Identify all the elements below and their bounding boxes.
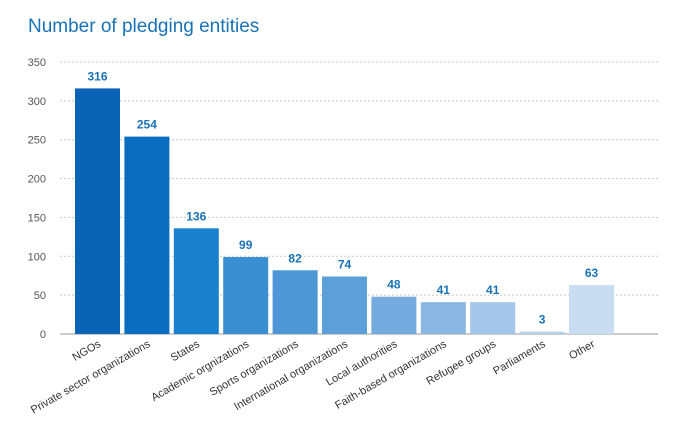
bar — [124, 136, 170, 334]
y-tick-label: 150 — [28, 212, 46, 224]
chart-title: Number of pledging entities — [28, 16, 260, 37]
bar — [272, 270, 318, 334]
bar — [470, 302, 516, 334]
data-label: 316 — [87, 69, 107, 83]
data-label: 3 — [539, 313, 546, 327]
bar — [223, 257, 269, 334]
y-tick-label: 200 — [28, 174, 46, 186]
bar — [75, 88, 120, 335]
y-tick-label: 250 — [28, 135, 46, 147]
x-tick-label: Parliaments — [491, 338, 548, 378]
data-label: 41 — [437, 283, 451, 297]
data-label: 82 — [288, 251, 302, 265]
data-label: 254 — [137, 118, 157, 132]
bar — [322, 276, 367, 334]
x-tick-label: States — [169, 338, 202, 364]
data-label: 63 — [585, 266, 599, 280]
data-label: 136 — [186, 209, 206, 223]
data-label: 99 — [239, 238, 253, 252]
y-tick-label: 350 — [28, 57, 46, 69]
data-label: 48 — [387, 278, 401, 292]
y-tick-label: 50 — [34, 290, 46, 302]
y-tick-label: 300 — [28, 96, 46, 108]
data-label: 41 — [486, 283, 500, 297]
bar — [173, 228, 219, 334]
bar — [569, 285, 614, 334]
data-label: 74 — [338, 257, 352, 271]
bar — [420, 302, 466, 334]
x-tick-label: NGOs — [71, 338, 104, 364]
bar — [371, 296, 417, 334]
bar — [519, 331, 565, 334]
y-tick-label: 100 — [28, 251, 46, 263]
y-tick-label: 0 — [40, 329, 46, 341]
x-tick-label: Other — [567, 338, 597, 362]
